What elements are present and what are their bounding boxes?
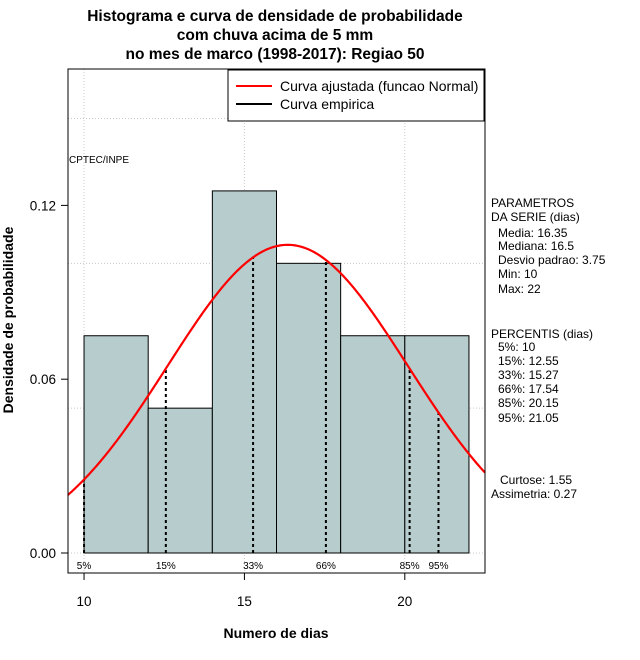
percentile-lines <box>83 257 440 553</box>
title-line-2: com chuva acima de 5 mm <box>177 27 373 44</box>
percentil-5: 5%: 10 <box>498 340 536 354</box>
percentile-label: 33% <box>243 561 263 572</box>
legend: Curva ajustada (funcao Normal) Curva emp… <box>227 69 485 122</box>
params-title-1: PARAMETROS <box>491 196 574 210</box>
histogram-bar <box>340 335 406 554</box>
y-axis: 0.00 0.06 0.12 <box>30 198 68 561</box>
percentile-label: 5% <box>77 561 92 572</box>
percentil-95: 95%: 21.05 <box>498 411 559 425</box>
percentil-66: 66%: 17.54 <box>498 382 559 396</box>
histogram-bar <box>276 262 342 554</box>
percentile-label: 15% <box>156 561 176 572</box>
param-media: Media: 16.35 <box>498 226 568 240</box>
assimetria: Assimetria: 0.27 <box>491 487 577 501</box>
params-title-2: DA SERIE (dias) <box>491 210 580 224</box>
param-max: Max: 22 <box>498 282 541 296</box>
x-tick-label: 20 <box>397 594 412 609</box>
normal-curve <box>67 243 486 496</box>
histogram-bars <box>83 190 470 554</box>
legend-box <box>227 69 485 122</box>
histogram-bar <box>404 335 470 554</box>
x-axis-label: Numero de dias <box>223 625 328 641</box>
param-mediana: Mediana: 16.5 <box>498 239 574 253</box>
legend-label-empirical: Curva empirica <box>280 96 374 112</box>
percentil-33: 33%: 15.27 <box>498 368 559 382</box>
y-tick-label: 0.06 <box>30 372 56 387</box>
histogram-bar <box>147 407 213 554</box>
percentis-title: PERCENTIS (dias) <box>491 327 593 341</box>
param-min: Min: 10 <box>498 267 538 281</box>
histogram-bar <box>83 335 149 554</box>
legend-label-normal: Curva ajustada (funcao Normal) <box>280 78 478 94</box>
percentil-85: 85%: 20.15 <box>498 396 559 410</box>
x-axis: 10 15 20 <box>77 572 412 609</box>
title-line-3: no mes de marco (1998-2017): Regiao 50 <box>126 46 425 63</box>
title-line-1: Histograma e curva de densidade de proba… <box>87 8 463 25</box>
y-tick-label: 0.00 <box>30 546 56 561</box>
x-tick-label: 15 <box>237 594 252 609</box>
param-desvio: Desvio padrao: 3.75 <box>498 253 606 267</box>
curtose: Curtose: 1.55 <box>500 473 572 487</box>
normal-curve-line <box>67 243 486 496</box>
percentile-label: 66% <box>316 561 336 572</box>
chart-title: Histograma e curva de densidade de proba… <box>87 8 463 63</box>
histogram-bar <box>211 190 278 554</box>
y-tick-label: 0.12 <box>30 198 56 213</box>
y-axis-label: Densidade de probabilidade <box>0 226 16 413</box>
annotation-cptec: CPTEC/INPE <box>69 155 129 166</box>
percentil-15: 15%: 12.55 <box>498 354 559 368</box>
percentile-labels: 5% 15% 33% 66% 85% 95% <box>77 561 449 572</box>
x-tick-label: 10 <box>77 594 92 609</box>
percentile-label: 85% <box>400 561 420 572</box>
percentile-label: 95% <box>428 561 448 572</box>
statistics-panel: PARAMETROS DA SERIE (dias) Media: 16.35 … <box>491 196 606 501</box>
